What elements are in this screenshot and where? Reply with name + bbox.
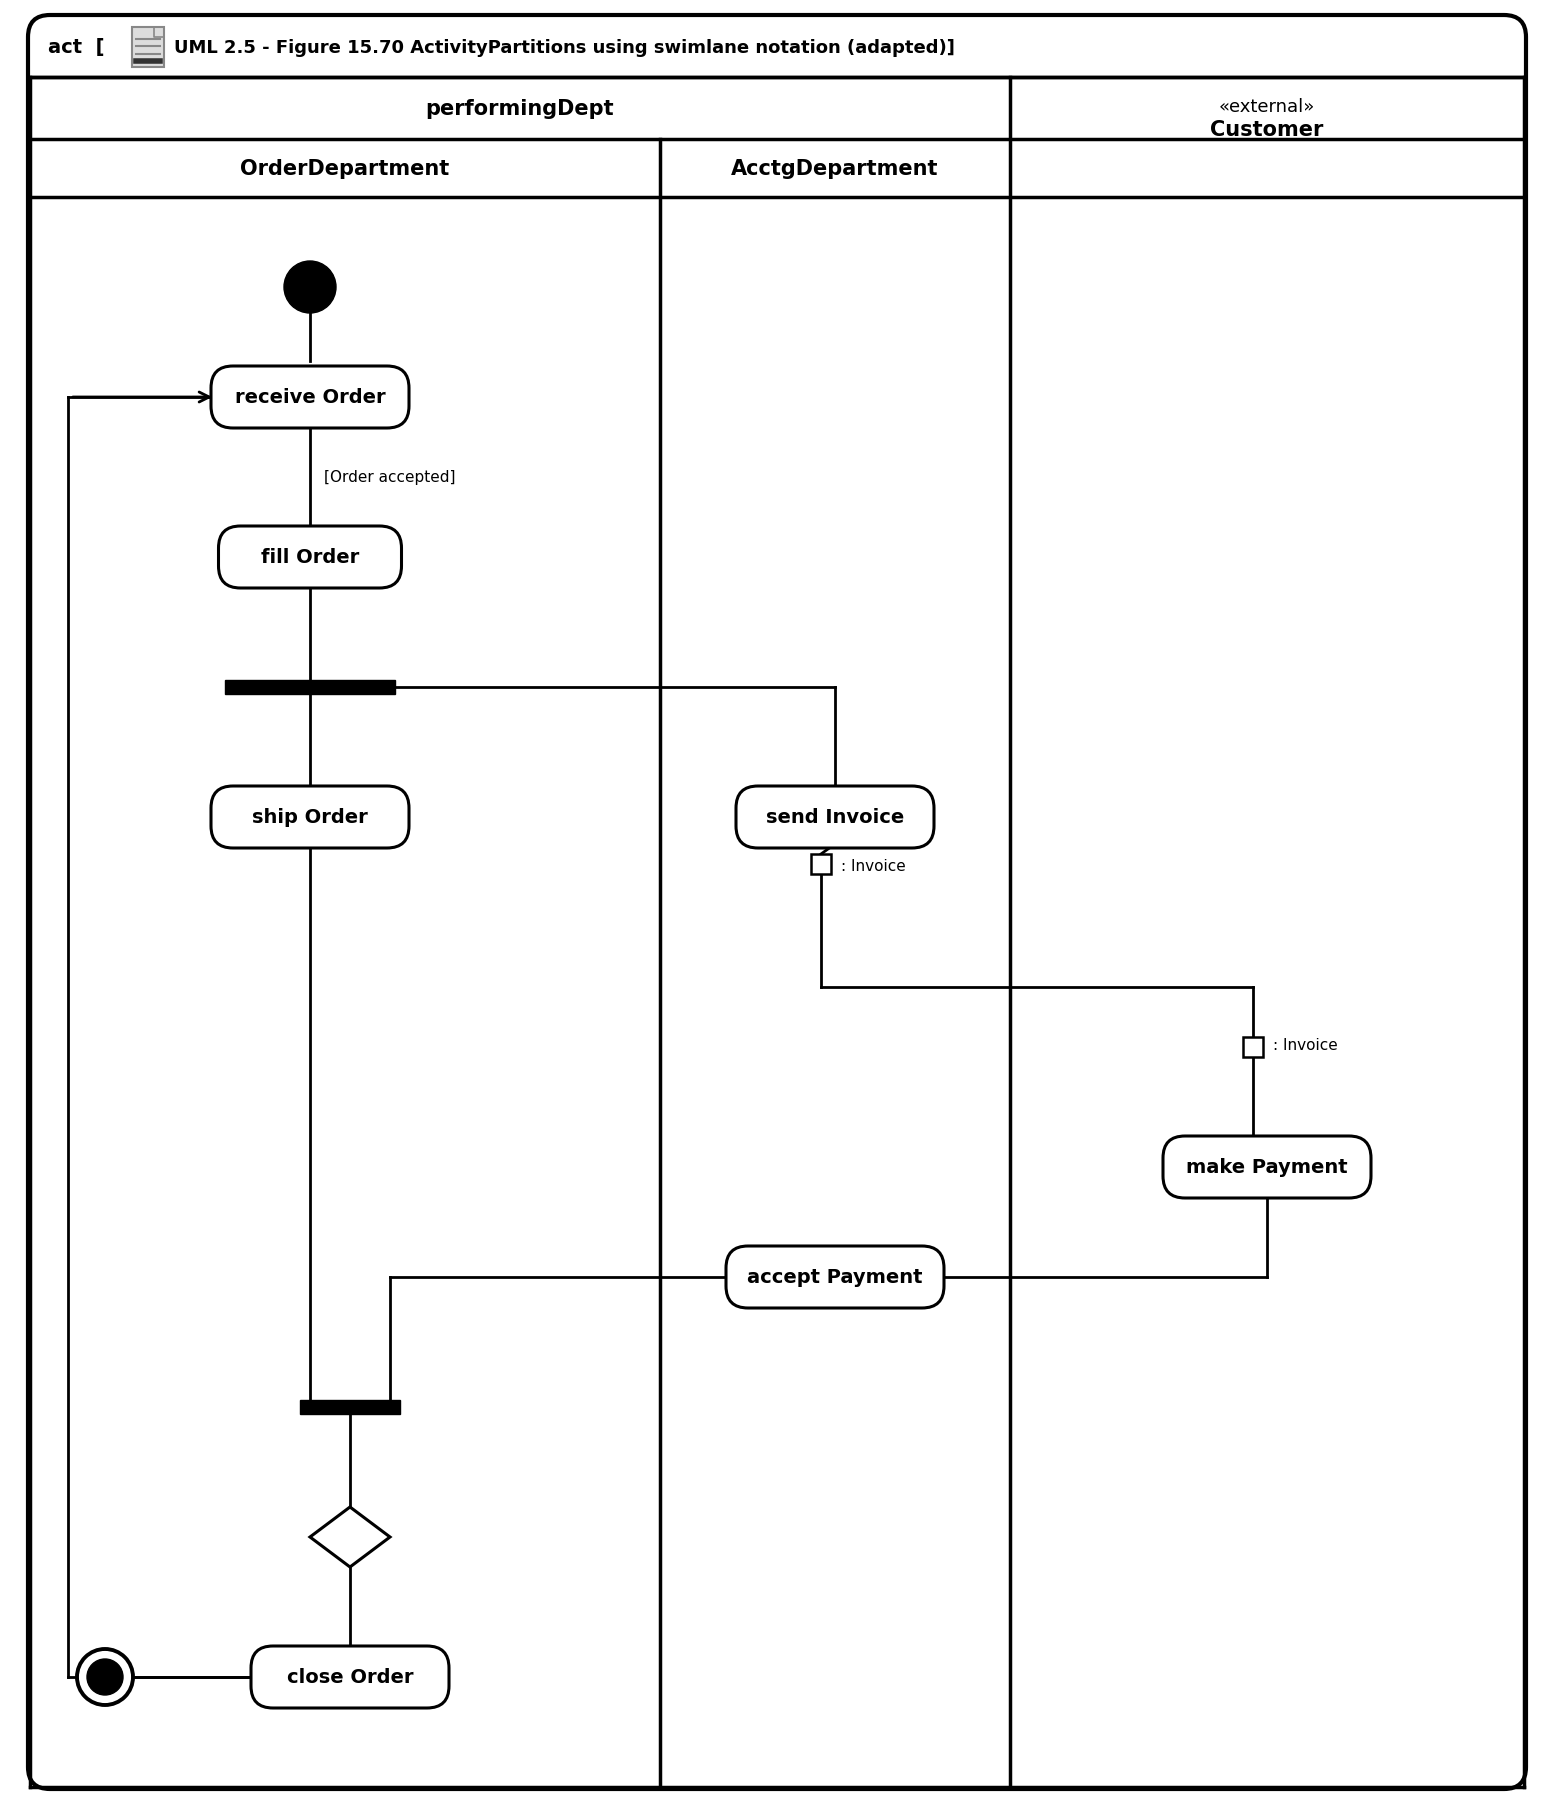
Bar xyxy=(225,680,395,695)
Text: send Invoice: send Invoice xyxy=(766,809,904,827)
Text: receive Order: receive Order xyxy=(235,388,385,408)
Text: fill Order: fill Order xyxy=(261,549,359,567)
Text: make Payment: make Payment xyxy=(1186,1157,1347,1177)
Bar xyxy=(1243,1038,1263,1058)
Circle shape xyxy=(87,1659,123,1695)
Circle shape xyxy=(284,262,336,314)
FancyBboxPatch shape xyxy=(132,29,165,69)
Text: : Invoice: : Invoice xyxy=(1273,1038,1338,1052)
Text: «external»: «external» xyxy=(1218,97,1315,116)
FancyBboxPatch shape xyxy=(28,16,1526,1789)
Text: OrderDepartment: OrderDepartment xyxy=(241,159,449,179)
FancyBboxPatch shape xyxy=(211,787,409,848)
Text: Customer: Customer xyxy=(1211,119,1324,141)
FancyBboxPatch shape xyxy=(737,787,934,848)
Bar xyxy=(300,1401,399,1413)
Text: [Order accepted]: [Order accepted] xyxy=(323,471,455,486)
Text: act  [: act [ xyxy=(48,38,104,58)
Bar xyxy=(811,854,831,874)
Circle shape xyxy=(78,1650,134,1706)
Text: AcctgDepartment: AcctgDepartment xyxy=(732,159,939,179)
FancyBboxPatch shape xyxy=(252,1646,449,1708)
Text: UML 2.5 - Figure 15.70 ActivityPartitions using swimlane notation (adapted)]: UML 2.5 - Figure 15.70 ActivityPartition… xyxy=(174,40,954,58)
Text: ship Order: ship Order xyxy=(252,809,368,827)
FancyBboxPatch shape xyxy=(219,527,401,588)
Text: accept Payment: accept Payment xyxy=(747,1267,923,1287)
Text: performingDept: performingDept xyxy=(426,99,614,119)
Text: : Invoice: : Invoice xyxy=(841,859,906,874)
Text: close Order: close Order xyxy=(287,1668,413,1686)
FancyBboxPatch shape xyxy=(1162,1137,1371,1199)
Polygon shape xyxy=(309,1507,390,1567)
FancyBboxPatch shape xyxy=(726,1245,943,1309)
FancyBboxPatch shape xyxy=(211,366,409,430)
